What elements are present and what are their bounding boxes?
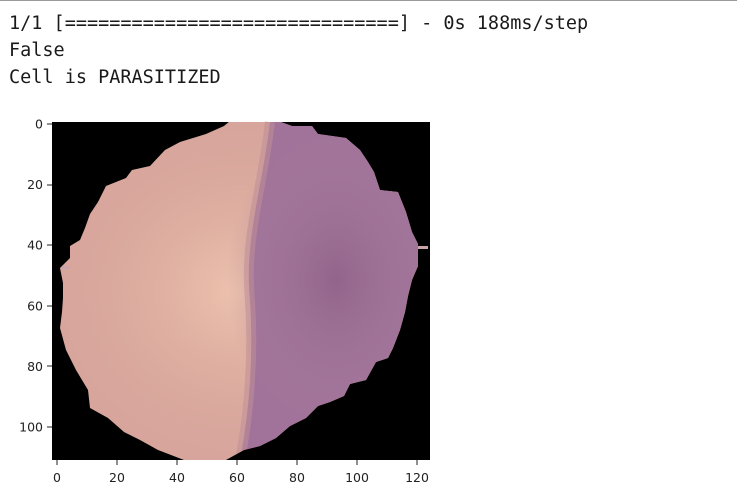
cell-output-text: 1/1 [==============================] - 0… xyxy=(9,10,588,91)
x-tick-label: 80 xyxy=(289,470,305,485)
prediction-line: Cell is PARASITIZED xyxy=(9,67,221,88)
x-tick-label: 20 xyxy=(109,470,125,485)
x-tick-labels: 0 20 40 60 80 100 120 xyxy=(53,470,429,485)
x-tick-label: 100 xyxy=(345,470,369,485)
cell-image-plot: 0 20 40 60 80 100 120 0 20 40 60 80 100 xyxy=(19,117,430,485)
result-line: False xyxy=(9,40,65,61)
y-tick-label: 80 xyxy=(27,359,43,374)
y-tick-label: 40 xyxy=(27,238,43,253)
x-tick-label: 0 xyxy=(53,470,61,485)
x-tick-label: 40 xyxy=(169,470,185,485)
y-axis xyxy=(47,123,52,428)
x-tick-label: 120 xyxy=(405,470,429,485)
progress-line: 1/1 [==============================] - 0… xyxy=(9,13,589,34)
y-tick-label: 60 xyxy=(27,298,43,313)
y-tick-label: 20 xyxy=(27,177,43,192)
cell-output-border xyxy=(0,0,737,1)
y-tick-label: 100 xyxy=(19,420,43,435)
y-tick-label: 0 xyxy=(35,117,43,132)
y-tick-labels: 0 20 40 60 80 100 xyxy=(19,117,43,435)
x-tick-label: 60 xyxy=(229,470,245,485)
x-axis xyxy=(56,460,418,465)
